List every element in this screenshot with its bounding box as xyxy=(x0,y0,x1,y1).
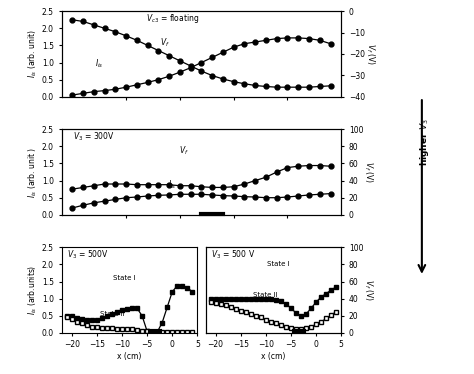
Text: higher $V_3$: higher $V_3$ xyxy=(418,118,431,166)
Y-axis label: $I_{is}$ (arb. unit ): $I_{is}$ (arb. unit ) xyxy=(27,147,39,197)
Text: State II: State II xyxy=(253,292,278,298)
Y-axis label: $V_f$ (V): $V_f$ (V) xyxy=(364,43,376,65)
Y-axis label: $I_{is}$ (arb. unit): $I_{is}$ (arb. unit) xyxy=(27,30,39,79)
Y-axis label: $V_f$ (V): $V_f$ (V) xyxy=(362,279,374,301)
Y-axis label: $I_{is}$ (arb.units): $I_{is}$ (arb.units) xyxy=(27,265,39,315)
Text: $V_{c3}$ = floating: $V_{c3}$ = floating xyxy=(146,12,199,25)
Text: $V_f$: $V_f$ xyxy=(179,144,189,157)
Text: State I: State I xyxy=(266,261,289,267)
Text: State I: State I xyxy=(113,275,136,281)
Text: $I_{is}$: $I_{is}$ xyxy=(95,58,104,70)
Text: $I_{is}$: $I_{is}$ xyxy=(168,178,176,191)
Y-axis label: $V_f$ (V): $V_f$ (V) xyxy=(362,161,374,183)
Text: $V_3$ = 300V: $V_3$ = 300V xyxy=(73,131,115,143)
Text: $V_3$ = 500 V: $V_3$ = 500 V xyxy=(211,249,255,261)
Text: $V_f$: $V_f$ xyxy=(159,36,169,49)
X-axis label: x (cm): x (cm) xyxy=(261,352,286,361)
Text: $V_3$ = 500V: $V_3$ = 500V xyxy=(67,249,109,261)
X-axis label: x (cm): x (cm) xyxy=(117,352,142,361)
Text: State II: State II xyxy=(100,311,124,317)
